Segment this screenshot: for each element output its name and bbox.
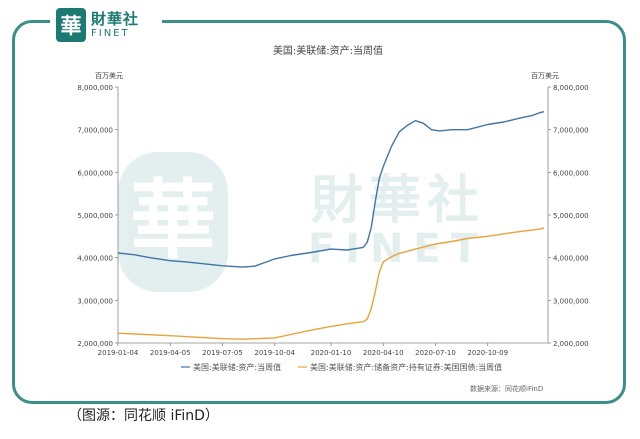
right-tick-label: 5,000,000 bbox=[553, 212, 589, 220]
x-tick-label: 2019-10-04 bbox=[254, 349, 295, 357]
logo-english-name: FINET bbox=[91, 27, 130, 39]
right-tick-label: 3,000,000 bbox=[553, 297, 589, 305]
right-tick-label: 2,000,000 bbox=[553, 340, 589, 348]
legend-treasury: 美国:美联储:资产:储备资产:持有证券:美国国债:当周值 bbox=[310, 362, 502, 372]
chart-series bbox=[117, 111, 545, 340]
right-axis-unit: 百万美元 bbox=[531, 71, 559, 80]
image-caption: （图源：同花顺 iFinD） bbox=[68, 408, 219, 424]
series-line-fed-assets bbox=[117, 111, 545, 268]
x-tick-label: 2020-01-10 bbox=[311, 349, 352, 357]
right-tick-label: 6,000,000 bbox=[553, 169, 589, 177]
left-tick-label: 4,000,000 bbox=[77, 255, 113, 263]
x-tick-label: 2019-04-05 bbox=[150, 349, 191, 357]
right-tick-label: 4,000,000 bbox=[553, 255, 589, 263]
logo-seal: 華 bbox=[56, 8, 86, 42]
logo-chinese-name: 財華社 bbox=[91, 9, 140, 28]
watermark-chinese: 財華社 bbox=[311, 171, 485, 231]
left-tick-label: 2,000,000 bbox=[77, 340, 113, 348]
x-tick-label: 2020-07-10 bbox=[415, 349, 456, 357]
data-source: 数据来源：同花顺iFinD bbox=[470, 384, 543, 393]
left-tick-label: 3,000,000 bbox=[77, 297, 113, 305]
chart-axes: 2,000,000 3,000,000 4,000,000 5,000,000 6,00… bbox=[77, 84, 588, 357]
watermark: 華 財華社 FINET bbox=[118, 152, 485, 292]
x-tick-label: 2019-01-04 bbox=[98, 349, 139, 357]
chart-frame bbox=[12, 20, 626, 404]
left-tick-label: 5,000,000 bbox=[77, 212, 113, 220]
left-axis-unit: 百万美元 bbox=[95, 71, 123, 80]
x-tick-label: 2019-07-05 bbox=[202, 349, 243, 357]
x-tick-label: 2020-04-10 bbox=[363, 349, 404, 357]
right-tick-label: 7,000,000 bbox=[553, 127, 589, 135]
left-tick-label: 8,000,000 bbox=[77, 84, 113, 92]
watermark-seal: 華 bbox=[130, 171, 216, 271]
x-tick-label: 2020-10-09 bbox=[467, 349, 508, 357]
chart-title: 美国:美联储:资产:当周值 bbox=[273, 44, 383, 57]
legend-fed-assets: 美国:美联储:资产:当周值 bbox=[193, 362, 281, 372]
finet-logo: 華 財華社 FINET bbox=[50, 4, 162, 46]
logo-text: 財華社 FINET bbox=[91, 9, 140, 39]
series-line-treasury bbox=[117, 227, 545, 340]
left-tick-label: 6,000,000 bbox=[77, 169, 113, 177]
legend: 美国:美联储:资产:当周值 美国:美联储:资产:储备资产:持有证券:美国国债:当… bbox=[181, 362, 502, 372]
right-tick-label: 8,000,000 bbox=[553, 84, 589, 92]
left-tick-label: 7,000,000 bbox=[77, 127, 113, 135]
